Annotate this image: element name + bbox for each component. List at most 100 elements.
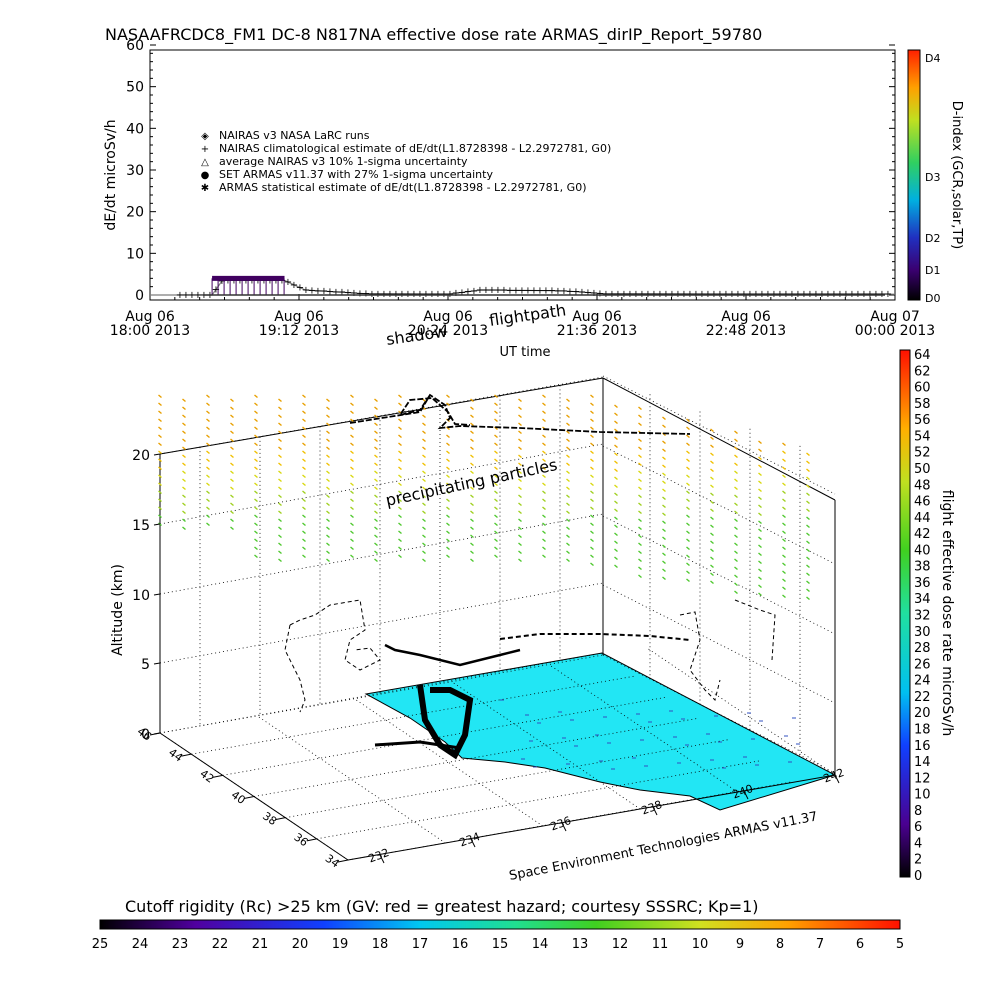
particle-marker (182, 438, 186, 443)
altitude-gridline-back-left (159, 582, 604, 664)
dose-rate-tick-label: 40 (914, 543, 931, 558)
particle-marker (782, 546, 786, 551)
latitude-tick (212, 774, 223, 778)
cutoff-rigidity-tick-label: 18 (372, 937, 389, 952)
particle-marker (158, 466, 162, 471)
cutoff-rigidity-tick-label: 24 (132, 937, 149, 952)
particle-marker (590, 562, 594, 567)
particle-marker (446, 522, 450, 527)
particle-marker (278, 422, 282, 427)
flightpath-trace (349, 393, 691, 760)
particle-marker (710, 460, 714, 465)
nairas-plus-marker: + (494, 285, 502, 296)
particle-marker (614, 564, 618, 569)
particle-marker (350, 458, 354, 463)
nairas-plus-marker: + (194, 290, 202, 301)
particle-marker (494, 538, 498, 543)
particle-marker (542, 418, 546, 423)
particle-marker (566, 462, 570, 467)
particle-marker (638, 454, 642, 459)
shadow-trace (284, 599, 776, 713)
cutoff-rigidity-tick-label: 6 (856, 937, 864, 952)
particle-marker (638, 574, 642, 579)
shadow-left-wall (284, 599, 381, 713)
particle-marker (734, 438, 738, 443)
particle-marker (614, 532, 618, 537)
particle-marker (398, 466, 402, 471)
particle-marker (422, 518, 426, 523)
cutoff-rigidity-tick-label: 10 (692, 937, 709, 952)
particle-marker (542, 514, 546, 519)
nairas-plus-marker: + (554, 286, 562, 297)
particle-marker (230, 510, 234, 515)
dindex-ticks: D0 D1 D2 D3 D4 (925, 52, 940, 305)
particle-marker (494, 498, 498, 503)
nairas-plus-marker: + (530, 286, 538, 297)
particle-marker (278, 526, 282, 531)
dose-rate-colorbar-label: flight effective dose rate microSv/h (939, 490, 955, 736)
particle-marker (182, 486, 186, 491)
dose-rate-tick-label: 4 (914, 836, 922, 851)
particle-marker (710, 492, 714, 497)
top-y-tick-label: 60 (126, 38, 144, 54)
altitude-gridline-back-right (602, 445, 836, 565)
dose-rate-tick-label: 44 (914, 511, 931, 526)
dose-rate-tick-label: 64 (914, 348, 931, 363)
particle-marker (326, 430, 330, 435)
particle-marker (422, 446, 426, 451)
nairas-plus-marker: + (362, 289, 370, 300)
particle-marker (374, 462, 378, 467)
particle-marker (758, 576, 762, 581)
particle-marker (734, 518, 738, 523)
particle-marker (446, 474, 450, 479)
particle-marker (734, 430, 738, 435)
nairas-plus-marker: + (536, 286, 544, 297)
particle-marker (398, 538, 402, 543)
particle-marker (158, 402, 162, 407)
dose-rate-tick-label: 32 (914, 609, 931, 624)
particle-marker (566, 422, 570, 427)
particle-marker (518, 558, 522, 563)
particle-marker (638, 422, 642, 427)
floor-gridline-lat (222, 696, 666, 776)
particle-marker (782, 586, 786, 591)
particle-marker (206, 474, 210, 479)
dose-rate-tick-label: 24 (914, 674, 931, 689)
particle-marker (302, 530, 306, 535)
nairas-plus-marker: + (548, 286, 556, 297)
particle-marker (518, 526, 522, 531)
particle-marker (374, 494, 378, 499)
particle-marker (350, 498, 354, 503)
particle-marker (254, 490, 258, 495)
particle-marker (686, 530, 690, 535)
particle-marker (230, 526, 234, 531)
particle-marker (374, 550, 378, 555)
dose-rate-tick-label: 52 (914, 446, 931, 461)
particle-marker (278, 454, 282, 459)
particle-marker (638, 502, 642, 507)
particle-marker (494, 522, 498, 527)
particle-marker (302, 466, 306, 471)
particle-marker (710, 500, 714, 505)
particle-marker (614, 468, 618, 473)
latitude-tick (275, 817, 286, 821)
latitude-tick-label: 46 (135, 725, 154, 744)
cutoff-rigidity-tick-label: 19 (332, 937, 349, 952)
particle-marker (638, 494, 642, 499)
cutoff-rigidity-ticks: 25 24 23 22 21 20 19 18 17 16 15 14 13 12 11 10 9 8 7 6 5 (92, 937, 904, 952)
cutoff-rigidity-tick-label: 17 (412, 937, 429, 952)
particle-marker (806, 516, 810, 521)
top-y-tick-label: 50 (126, 80, 144, 96)
particle-marker (590, 466, 594, 471)
particle-marker (734, 550, 738, 555)
nairas-plus-marker: + (578, 287, 586, 298)
particle-marker (590, 506, 594, 511)
legend-entry: ARMAS statistical estimate of dE/dt(L1.8… (219, 181, 586, 194)
particle-marker (422, 542, 426, 547)
legend-entry: NAIRAS climatological estimate of dE/dt(… (219, 142, 611, 155)
particle-marker (590, 418, 594, 423)
particle-marker (542, 442, 546, 447)
particle-marker (326, 550, 330, 555)
floor-gridline-lat (159, 654, 604, 734)
